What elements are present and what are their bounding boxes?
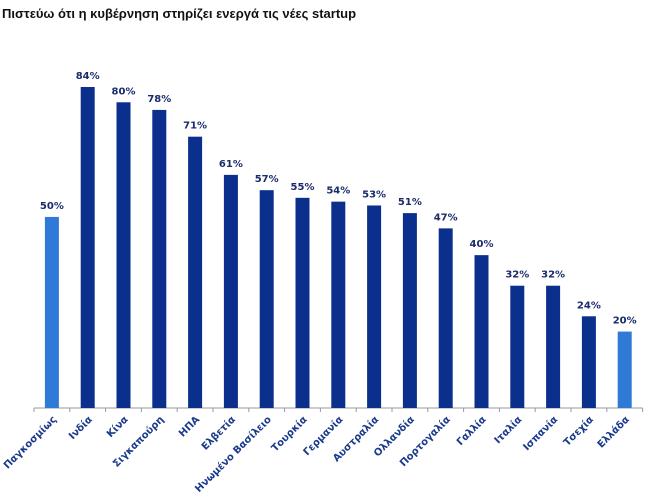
bar-1 [80,87,95,408]
data-label-6: 57% [255,174,279,185]
bar-13 [510,285,525,408]
bar-4 [188,136,203,408]
x-tick-label-4: ΗΠΑ [177,414,202,439]
bar-9 [367,205,382,408]
x-tick-label-2: Κίνα [104,414,130,440]
data-label-10: 51% [398,197,422,208]
chart-title: Πιστεύω ότι η κυβέρνηση στηρίζει ενεργά … [2,6,357,21]
data-label-9: 53% [362,189,386,200]
x-tick-label-12: Γαλλία [454,414,489,449]
bar-14 [546,285,561,408]
bar-0 [44,216,59,408]
x-tick-label-16: Ελλάδα [595,414,632,451]
bar-2 [116,102,131,409]
bar-7 [295,197,310,408]
bar-15 [581,316,596,408]
bar-16 [617,331,632,408]
bar-3 [152,109,167,408]
bar-12 [474,255,489,408]
bar-8 [331,201,346,408]
data-label-1: 84% [76,71,100,82]
x-tick-label-0: Παγκοσμίως [1,414,59,472]
bar-6 [259,190,274,408]
data-label-4: 71% [183,121,207,132]
bar-10 [402,213,417,408]
data-label-3: 78% [147,94,171,105]
x-tick-label-5: Ελβετία [199,414,238,453]
x-tick-label-13: Ιταλία [492,414,525,447]
bar-11 [438,228,453,408]
data-label-16: 20% [613,316,637,327]
data-label-0: 50% [40,201,64,212]
data-label-15: 24% [577,300,601,311]
x-tick-label-14: Ισπανία [521,414,561,454]
data-label-14: 32% [541,270,565,281]
x-tick-label-15: Τσεχία [561,414,596,449]
data-label-11: 47% [434,212,458,223]
data-label-12: 40% [470,239,494,250]
x-tick-label-1: Ινδία [66,414,94,442]
data-label-13: 32% [505,270,529,281]
data-label-2: 80% [112,86,136,97]
data-label-5: 61% [219,159,243,170]
data-label-7: 55% [291,182,315,193]
data-label-8: 54% [326,186,350,197]
bar-5 [223,174,238,408]
